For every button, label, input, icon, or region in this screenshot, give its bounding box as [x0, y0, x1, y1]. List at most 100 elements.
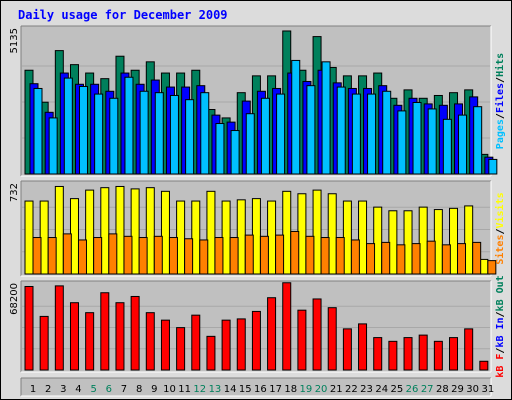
- bar-pages-day-26: [412, 101, 422, 175]
- bar-kb_f-day-6: [100, 292, 110, 371]
- bar-pages-day-20: [321, 61, 331, 175]
- bar-kb_f-day-14: [221, 319, 231, 371]
- bar-pages-day-30: [473, 106, 483, 175]
- bar-pages-day-10: [169, 94, 179, 175]
- bar-sites-day-1: [32, 237, 42, 275]
- x-tick-label-day-12: 12: [193, 384, 206, 395]
- y-max-label-kbytes: 68200: [9, 283, 20, 315]
- bar-visits-day-23: [358, 200, 368, 275]
- bar-visits-day-21: [327, 193, 337, 275]
- bar-kb_f-day-12: [191, 314, 201, 371]
- bar-sites-day-22: [350, 239, 360, 275]
- x-tick-label-day-3: 3: [60, 384, 66, 395]
- bar-kb_f-day-19: [297, 309, 307, 371]
- bar-kb_f-day-20: [312, 298, 322, 371]
- bar-kb_f-day-29: [449, 337, 459, 371]
- bar-kb_f-day-7: [115, 302, 125, 371]
- chart-title: Daily usage for December 2009: [18, 8, 228, 22]
- bar-sites-day-18: [290, 230, 300, 275]
- x-tick-label-day-6: 6: [106, 384, 112, 395]
- bar-sites-day-15: [244, 234, 254, 275]
- bar-visits-day-8: [130, 188, 140, 275]
- x-tick-label-day-7: 7: [121, 384, 127, 395]
- x-tick-label-day-21: 21: [330, 384, 343, 395]
- bar-kb_f-day-22: [342, 328, 352, 371]
- legend-entry-visits-sites-0: Sites: [494, 235, 506, 265]
- x-tick-label-day-16: 16: [254, 384, 267, 395]
- bar-kb_f-day-11: [176, 327, 186, 371]
- bar-pages-day-5: [94, 93, 104, 175]
- bar-kb_f-day-5: [85, 312, 95, 371]
- bar-pages-day-1: [33, 87, 43, 175]
- bar-kb_f-day-18: [282, 282, 292, 371]
- bar-pages-day-15: [245, 113, 255, 175]
- x-tick-label-day-18: 18: [284, 384, 297, 395]
- bar-sites-day-19: [305, 235, 315, 275]
- bar-pages-day-13: [215, 123, 225, 175]
- legend-entry-hits-files-pages-4: Hits: [494, 53, 506, 77]
- legend-entry-kbytes-3: /: [495, 311, 506, 317]
- bar-kb_f-day-13: [206, 335, 216, 371]
- bar-pages-day-16: [260, 97, 270, 175]
- legend-entry-hits-files-pages-3: /: [495, 77, 506, 83]
- bar-pages-day-12: [200, 92, 210, 175]
- bar-kb_f-day-1: [24, 285, 34, 371]
- legend-entry-hits-files-pages-0: Pages: [495, 119, 506, 149]
- x-tick-label-day-20: 20: [315, 384, 328, 395]
- x-tick-label-day-10: 10: [163, 384, 176, 395]
- x-tick-label-day-24: 24: [375, 384, 388, 395]
- legend-entry-hits-files-pages-1: /: [495, 113, 506, 119]
- bar-visits-day-10: [160, 190, 170, 275]
- bar-pages-day-2: [48, 117, 58, 175]
- bar-sites-day-4: [77, 239, 87, 275]
- bar-kb_f-day-27: [418, 334, 428, 371]
- legend-entry-visits-sites-2: Visits: [494, 192, 506, 228]
- bar-kb_f-day-24: [373, 337, 383, 371]
- bar-pages-day-14: [230, 130, 240, 175]
- bar-visits-day-30: [464, 205, 474, 275]
- x-tick-label-day-29: 29: [451, 384, 464, 395]
- bar-visits-day-13: [206, 190, 216, 275]
- bar-kb_f-day-26: [403, 337, 413, 371]
- legend-entry-hits-files-pages-2: Files: [494, 83, 506, 113]
- bar-kb_f-day-30: [464, 328, 474, 371]
- legend-hits-files-pages: Pages/Files/Hits: [494, 53, 506, 149]
- bar-kb_f-day-9: [145, 312, 155, 371]
- bar-sites-day-6: [108, 233, 118, 275]
- bar-pages-day-7: [124, 76, 134, 175]
- bar-pages-day-31: [488, 158, 498, 175]
- bar-kb_f-day-2: [39, 315, 49, 371]
- y-max-label-hits-files-pages: 5135: [9, 28, 20, 53]
- x-tick-label-day-22: 22: [345, 384, 358, 395]
- bar-pages-day-24: [382, 90, 392, 175]
- bar-sites-day-28: [441, 244, 451, 275]
- bar-sites-day-25: [396, 244, 406, 275]
- bar-sites-day-27: [426, 240, 436, 275]
- bar-pages-day-18: [291, 59, 301, 175]
- bar-kb_f-day-10: [160, 319, 170, 371]
- bar-pages-day-8: [139, 90, 149, 175]
- bar-pages-day-28: [442, 118, 452, 175]
- bar-kb_f-day-4: [69, 302, 79, 371]
- bar-visits-day-29: [449, 207, 459, 275]
- bar-sites-day-21: [335, 237, 345, 275]
- x-tick-label-day-25: 25: [391, 384, 404, 395]
- bar-sites-day-16: [259, 235, 269, 275]
- bar-kb_f-day-21: [327, 307, 337, 371]
- bar-sites-day-5: [93, 237, 103, 275]
- bar-visits-day-6: [100, 187, 110, 275]
- bar-sites-day-20: [320, 237, 330, 275]
- legend-entry-kbytes-2: kB In: [495, 317, 506, 347]
- bar-sites-day-26: [411, 243, 421, 275]
- x-tick-label-day-26: 26: [406, 384, 419, 395]
- bar-pages-day-3: [63, 77, 73, 175]
- bar-pages-day-4: [78, 86, 88, 175]
- x-tick-label-day-14: 14: [224, 384, 237, 395]
- bar-sites-day-31: [487, 260, 497, 275]
- x-tick-label-day-28: 28: [436, 384, 449, 395]
- legend-entry-visits-sites-1: /: [495, 228, 506, 234]
- bar-kb_f-day-31: [479, 360, 489, 371]
- bar-sites-day-10: [168, 237, 178, 275]
- bar-sites-day-2: [47, 237, 57, 275]
